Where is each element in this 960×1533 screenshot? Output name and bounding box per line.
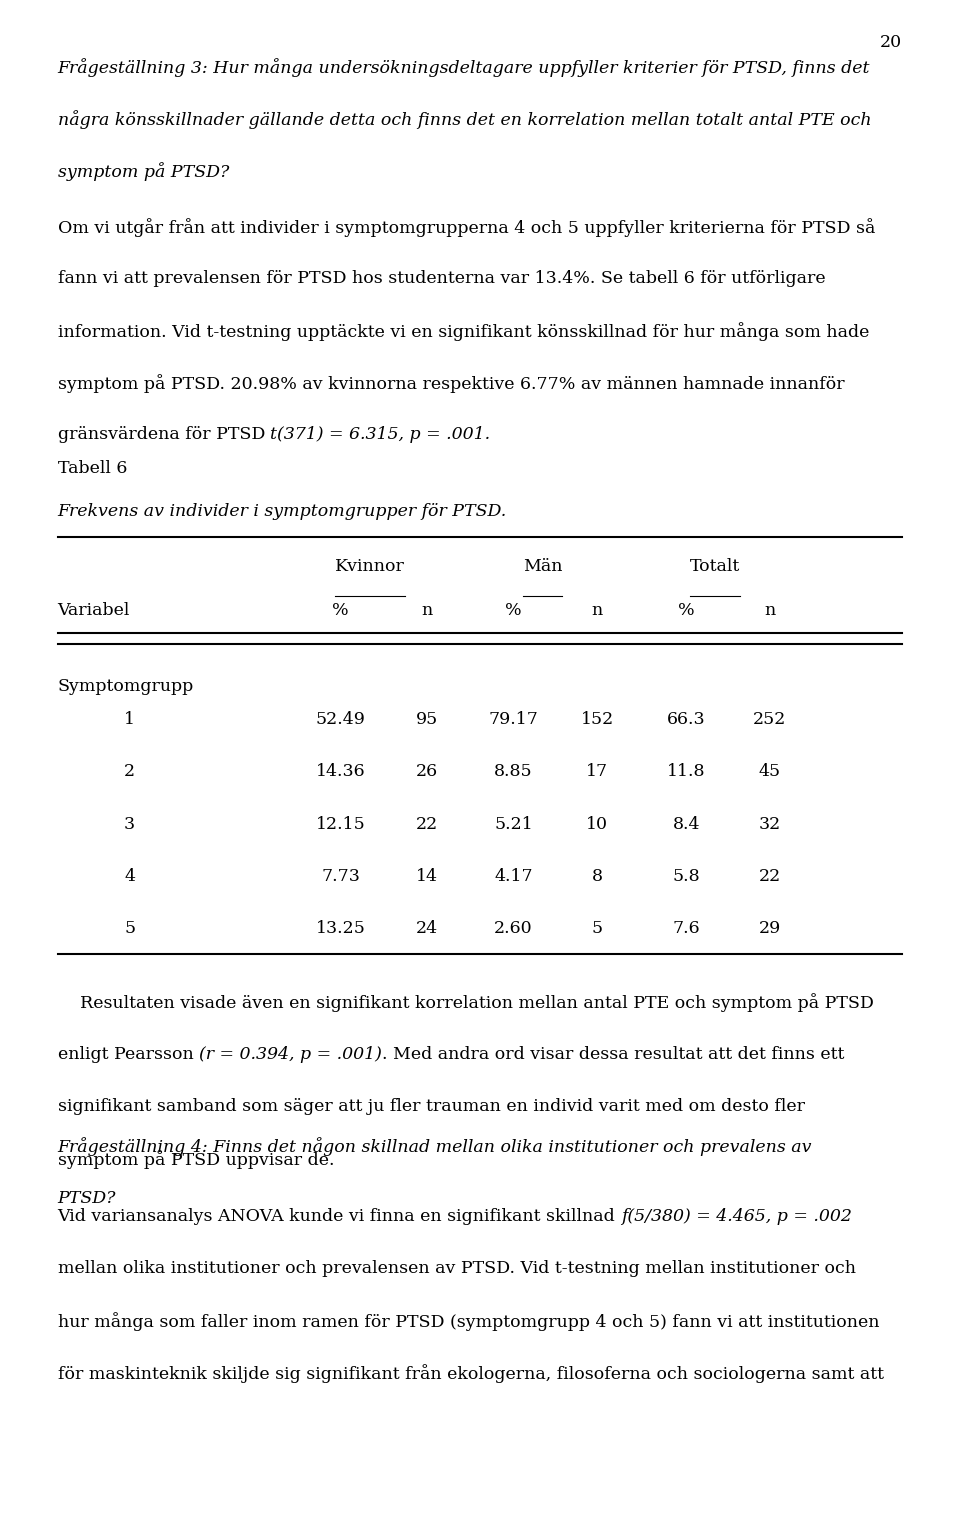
- Text: Om vi utgår från att individer i symptomgrupperna 4 och 5 uppfyller kriterierna : Om vi utgår från att individer i symptom…: [58, 218, 875, 236]
- Text: 2: 2: [124, 763, 135, 780]
- Text: 8.85: 8.85: [494, 763, 533, 780]
- Text: Variabel: Variabel: [58, 602, 130, 619]
- Text: 24: 24: [416, 920, 439, 937]
- Text: 29: 29: [758, 920, 781, 937]
- Text: n: n: [591, 602, 603, 619]
- Text: 7.6: 7.6: [673, 920, 700, 937]
- Text: Frekvens av individer i symptomgrupper för PTSD.: Frekvens av individer i symptomgrupper f…: [58, 503, 507, 520]
- Text: n: n: [421, 602, 433, 619]
- Text: 5.8: 5.8: [673, 868, 700, 885]
- Text: . Med andra ord visar dessa resultat att det finns ett: . Med andra ord visar dessa resultat att…: [382, 1046, 844, 1062]
- Text: 22: 22: [416, 816, 439, 832]
- Text: 152: 152: [581, 711, 613, 728]
- Text: 5: 5: [124, 920, 135, 937]
- Text: 1: 1: [124, 711, 135, 728]
- Text: 26: 26: [416, 763, 439, 780]
- Text: Män: Män: [522, 558, 563, 575]
- Text: symptom på PTSD uppvisar de.: symptom på PTSD uppvisar de.: [58, 1150, 334, 1168]
- Text: 20: 20: [880, 34, 902, 51]
- Text: 17: 17: [586, 763, 609, 780]
- Text: t(371) = 6.315, p = .001.: t(371) = 6.315, p = .001.: [271, 426, 491, 443]
- Text: information. Vid t-testning upptäckte vi en signifikant könsskillnad för hur mån: information. Vid t-testning upptäckte vi…: [58, 322, 869, 340]
- Text: mellan olika institutioner och prevalensen av PTSD. Vid t-testning mellan instit: mellan olika institutioner och prevalens…: [58, 1260, 855, 1277]
- Text: 2.60: 2.60: [494, 920, 533, 937]
- Text: 3: 3: [124, 816, 135, 832]
- Text: Totalt: Totalt: [690, 558, 740, 575]
- Text: 13.25: 13.25: [316, 920, 366, 937]
- Text: %: %: [332, 602, 349, 619]
- Text: 12.15: 12.15: [316, 816, 366, 832]
- Text: 4: 4: [124, 868, 135, 885]
- Text: symptom på PTSD. 20.98% av kvinnorna respektive 6.77% av männen hamnade innanför: symptom på PTSD. 20.98% av kvinnorna res…: [58, 374, 844, 392]
- Text: Tabell 6: Tabell 6: [58, 460, 127, 477]
- Text: (r = 0.394, p = .001): (r = 0.394, p = .001): [199, 1046, 382, 1062]
- Text: för maskinteknik skiljde sig signifikant från ekologerna, filosoferna och sociol: för maskinteknik skiljde sig signifikant…: [58, 1364, 883, 1383]
- Text: 95: 95: [416, 711, 439, 728]
- Text: 45: 45: [758, 763, 781, 780]
- Text: Symptomgrupp: Symptomgrupp: [58, 678, 194, 694]
- Text: 52.49: 52.49: [316, 711, 366, 728]
- Text: %: %: [505, 602, 522, 619]
- Text: enligt Pearsson: enligt Pearsson: [58, 1046, 199, 1062]
- Text: 14.36: 14.36: [316, 763, 366, 780]
- Text: Vid variansanalys ANOVA kunde vi finna en signifikant skillnad: Vid variansanalys ANOVA kunde vi finna e…: [58, 1208, 621, 1225]
- Text: fann vi att prevalensen för PTSD hos studenterna var 13.4%. Se tabell 6 för utfö: fann vi att prevalensen för PTSD hos stu…: [58, 270, 826, 287]
- Text: Frågeställning 4: Finns det någon skillnad mellan olika institutioner och preval: Frågeställning 4: Finns det någon skilln…: [58, 1137, 812, 1156]
- Text: 10: 10: [587, 816, 608, 832]
- Text: hur många som faller inom ramen för PTSD (symptomgrupp 4 och 5) fann vi att inst: hur många som faller inom ramen för PTSD…: [58, 1312, 879, 1331]
- Text: 22: 22: [758, 868, 781, 885]
- Text: 8: 8: [591, 868, 603, 885]
- Text: signifikant samband som säger att ju fler trauman en individ varit med om desto : signifikant samband som säger att ju fle…: [58, 1098, 804, 1114]
- Text: n: n: [764, 602, 776, 619]
- Text: Resultaten visade även en signifikant korrelation mellan antal PTE och symptom p: Resultaten visade även en signifikant ko…: [58, 993, 874, 1012]
- Text: Kvinnor: Kvinnor: [335, 558, 404, 575]
- Text: 14: 14: [417, 868, 438, 885]
- Text: gränsvärdena för PTSD: gränsvärdena för PTSD: [58, 426, 271, 443]
- Text: 8.4: 8.4: [673, 816, 700, 832]
- Text: 5.21: 5.21: [494, 816, 533, 832]
- Text: 7.73: 7.73: [322, 868, 360, 885]
- Text: symptom på PTSD?: symptom på PTSD?: [58, 162, 229, 181]
- Text: Frågeställning 3: Hur många undersökningsdeltagare uppfyller kriterier för PTSD,: Frågeställning 3: Hur många undersökning…: [58, 58, 870, 77]
- Text: 32: 32: [758, 816, 781, 832]
- Text: PTSD?: PTSD?: [58, 1190, 116, 1206]
- Text: f(5/380) = 4.465, p = .002: f(5/380) = 4.465, p = .002: [621, 1208, 852, 1225]
- Text: %: %: [678, 602, 695, 619]
- Text: några könsskillnader gällande detta och finns det en korrelation mellan totalt a: några könsskillnader gällande detta och …: [58, 110, 872, 129]
- Text: 66.3: 66.3: [667, 711, 706, 728]
- Text: 5: 5: [591, 920, 603, 937]
- Text: 4.17: 4.17: [494, 868, 533, 885]
- Text: 252: 252: [754, 711, 786, 728]
- Text: 79.17: 79.17: [489, 711, 539, 728]
- Text: 11.8: 11.8: [667, 763, 706, 780]
